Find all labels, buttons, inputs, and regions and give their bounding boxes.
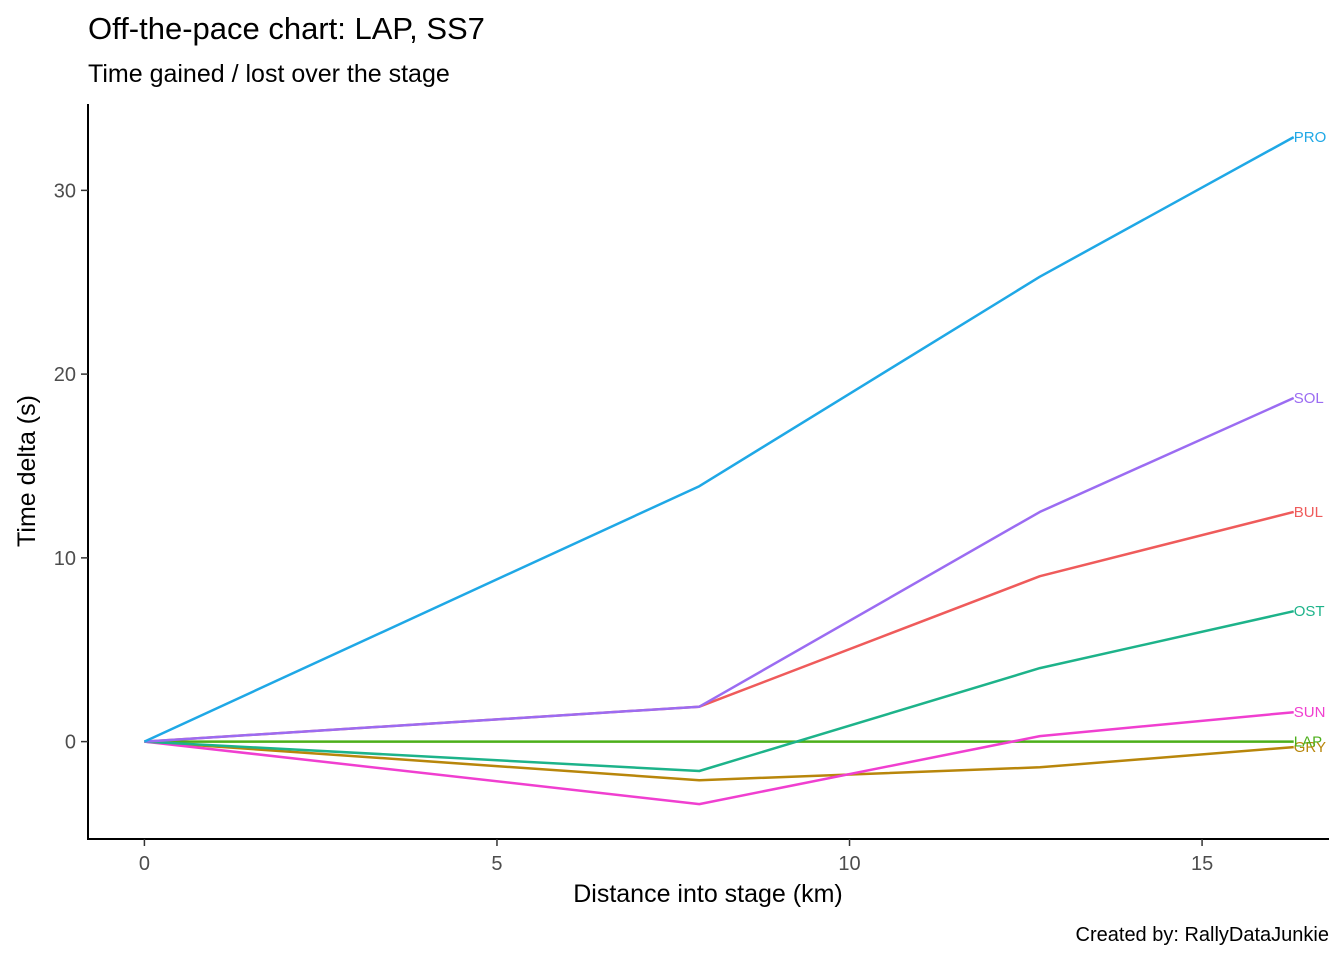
y-axis-label: Time delta (s) bbox=[13, 395, 41, 547]
x-tick-label: 0 bbox=[139, 853, 150, 875]
series-line-bul bbox=[144, 510, 1295, 743]
chart-caption: Created by: RallyDataJunkie bbox=[1076, 924, 1329, 946]
series-label-pro: PRO bbox=[1294, 129, 1327, 146]
series-line-pro bbox=[143, 136, 1295, 743]
series-label-lap: LAP bbox=[1294, 734, 1322, 751]
chart-title: Off-the-pace chart: LAP, SS7 bbox=[88, 11, 485, 46]
series-label-bul: BUL bbox=[1294, 504, 1323, 521]
y-tick-label: 20 bbox=[54, 364, 76, 386]
y-tick-label: 0 bbox=[65, 732, 76, 754]
y-tick-label: 10 bbox=[54, 548, 76, 570]
x-tick-label: 10 bbox=[838, 853, 860, 875]
x-tick-label: 5 bbox=[491, 853, 502, 875]
series-line-sun bbox=[144, 710, 1294, 806]
series-line-ost bbox=[144, 609, 1294, 773]
x-axis-label: Distance into stage (km) bbox=[573, 880, 843, 908]
x-tick-label: 15 bbox=[1191, 853, 1213, 875]
x-axis-ticks: 0 5 10 15 bbox=[139, 839, 1213, 875]
chart-subtitle: Time gained / lost over the stage bbox=[88, 60, 450, 88]
series-label-ost: OST bbox=[1294, 603, 1325, 620]
series-label-gry: GRY bbox=[1294, 739, 1326, 756]
y-tick-label: 30 bbox=[54, 180, 76, 202]
series-label-sol: SOL bbox=[1294, 390, 1324, 407]
series-label-sun: SUN bbox=[1294, 704, 1326, 721]
series-line-sol bbox=[144, 396, 1295, 743]
series-line-gry bbox=[144, 740, 1294, 782]
y-axis-ticks: 0 10 20 30 bbox=[54, 180, 88, 754]
